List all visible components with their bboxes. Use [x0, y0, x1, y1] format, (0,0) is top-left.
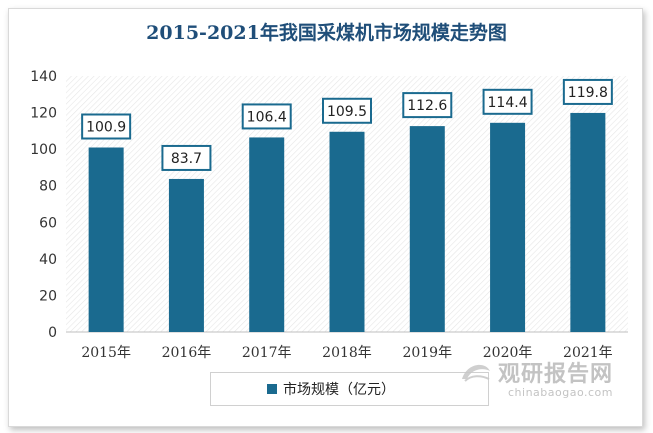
x-tick-label: 2016年	[162, 345, 212, 361]
bar	[490, 122, 526, 332]
x-tick-label: 2020年	[483, 345, 533, 361]
y-tick-label: 100	[30, 142, 57, 158]
bar	[570, 112, 606, 333]
bar	[249, 137, 285, 332]
bar	[409, 126, 445, 332]
data-label-box	[402, 92, 453, 119]
y-tick-label: 20	[39, 288, 57, 304]
x-tick-label: 2017年	[242, 345, 292, 361]
data-label-box	[161, 144, 212, 171]
x-axis: 2015年 2016年 2017年 2018年 2019年 2020年 2021年	[81, 345, 612, 361]
y-tick-label: 0	[48, 325, 57, 341]
data-label: 112.6	[407, 98, 447, 114]
y-tick-label: 140	[30, 69, 57, 85]
legend-label: 市场规模（亿元）	[283, 382, 395, 398]
watermark: 观研报告网 chinabaogao.com	[459, 356, 613, 399]
y-tick-label: 60	[39, 215, 57, 231]
watermark-en: chinabaogao.com	[508, 386, 613, 399]
data-label: 100.9	[86, 119, 126, 135]
x-tick-label: 2015年	[81, 345, 131, 361]
data-label-box	[562, 78, 613, 105]
watermark-cn: 观研报告网	[497, 362, 613, 387]
y-tick-label: 80	[39, 179, 57, 195]
x-tick-label: 2021年	[563, 345, 613, 361]
y-tick-label: 40	[39, 252, 57, 268]
watermark-logo-icon	[461, 364, 490, 382]
data-label-box	[81, 113, 132, 140]
x-tick-label: 2018年	[322, 345, 372, 361]
data-label: 106.4	[247, 109, 287, 125]
data-label-box	[482, 88, 533, 115]
data-label: 83.7	[171, 151, 202, 167]
legend-swatch	[267, 384, 277, 394]
data-label: 114.4	[488, 95, 528, 111]
bar	[168, 178, 204, 332]
x-tick-label: 2019年	[402, 345, 452, 361]
data-label: 119.8	[568, 85, 608, 101]
y-tick-label: 120	[30, 106, 57, 122]
bars: 100.9 83.7 106.4 109.5 112.6 114.4 119.8	[81, 78, 613, 333]
legend: 市场规模（亿元）	[210, 372, 489, 406]
y-axis: 0 20 40 60 80 100 120 140	[30, 69, 57, 341]
data-label-box	[322, 97, 372, 124]
bar	[88, 147, 124, 332]
bar	[329, 131, 365, 332]
data-label: 109.5	[327, 104, 367, 120]
data-label-box	[241, 103, 292, 130]
chart-title: 2015-2021年我国采煤机市场规模走势图	[146, 22, 507, 44]
